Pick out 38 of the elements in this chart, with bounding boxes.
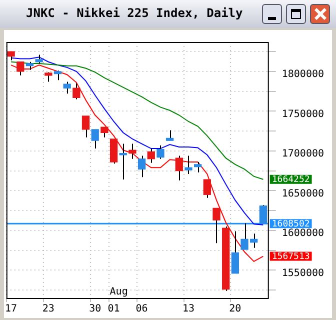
x-tick-label: 17: [5, 304, 18, 315]
y-tick-label: 1750000: [282, 108, 324, 120]
data-label: 1664252: [272, 175, 310, 186]
x-tick-label: 30: [89, 304, 102, 315]
y-tick-label: 1600000: [282, 228, 324, 240]
candlestick: [110, 138, 118, 164]
candlestick: [100, 126, 108, 138]
candlestick: [82, 115, 90, 138]
chart-title: JNKC - Nikkei 225 Index, Daily: [26, 6, 243, 20]
y-tick-label: 1700000: [282, 148, 324, 160]
candlestick: [231, 230, 240, 274]
x-tick-label: 20: [229, 304, 242, 315]
candlestick: [156, 144, 164, 160]
candlestick: [184, 155, 192, 174]
x-tick-label: 06: [136, 304, 148, 315]
candlestick: [72, 82, 80, 100]
candlestick: [44, 72, 52, 82]
x-tick-label: 01: [108, 304, 120, 315]
y-tick-label: 1650000: [282, 188, 324, 200]
candlestick: [54, 70, 62, 81]
candlestick: [203, 179, 211, 198]
candlestick: [194, 162, 202, 173]
candlestick: [147, 148, 155, 164]
data-label: 1567513: [272, 252, 310, 262]
candlestick: [16, 61, 24, 76]
candlestick: [212, 208, 220, 244]
y-tick-label: 1800000: [282, 69, 324, 80]
x-tick-label: 23: [42, 304, 54, 315]
candlestick: [128, 143, 136, 160]
candlestick: [63, 81, 71, 94]
y-tick-label: 1550000: [282, 268, 324, 279]
ref-line-label: 1608502: [272, 220, 310, 230]
annotation: Aug: [110, 286, 128, 298]
candlestick: [91, 128, 99, 150]
candlestick: [175, 155, 183, 181]
candlestick: [166, 130, 174, 142]
candlestick: [138, 155, 146, 178]
x-tick-label: 13: [182, 304, 195, 315]
